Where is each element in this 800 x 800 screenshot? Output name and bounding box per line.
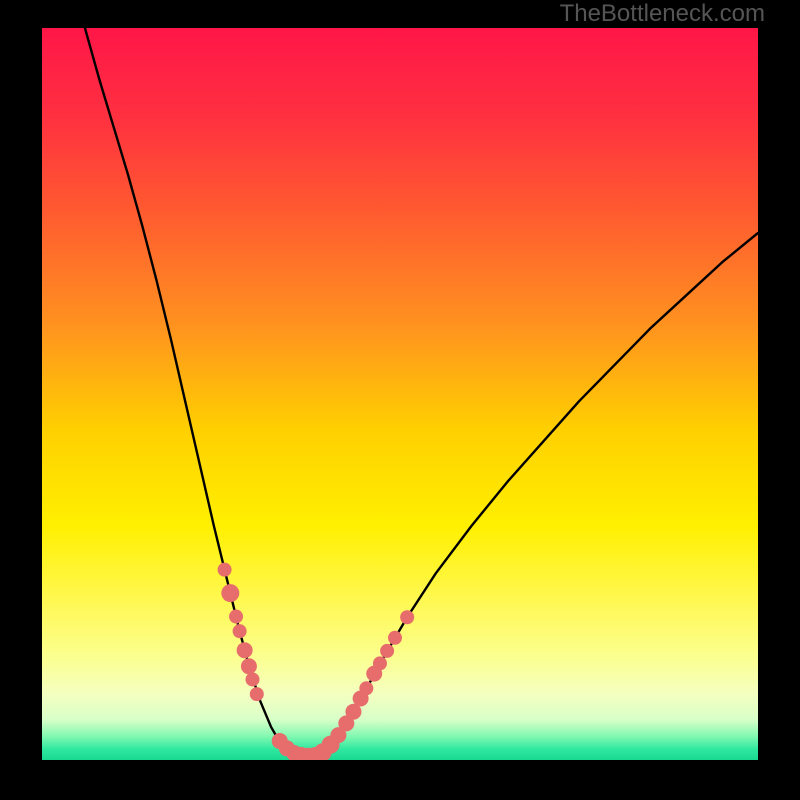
data-marker <box>221 584 239 602</box>
data-marker <box>400 610 414 624</box>
data-marker <box>229 610 243 624</box>
data-marker <box>359 681 373 695</box>
stage: TheBottleneck.com <box>0 0 800 800</box>
data-marker <box>241 658 257 674</box>
data-marker <box>237 642 253 658</box>
data-marker <box>388 631 402 645</box>
plot-area <box>42 28 758 760</box>
data-marker <box>373 656 387 670</box>
data-marker <box>380 644 394 658</box>
data-marker <box>246 672 260 686</box>
data-marker <box>250 687 264 701</box>
bottleneck-chart <box>42 28 758 760</box>
watermark-text: TheBottleneck.com <box>560 0 765 28</box>
data-marker <box>218 563 232 577</box>
data-marker <box>233 624 247 638</box>
chart-background <box>42 28 758 760</box>
